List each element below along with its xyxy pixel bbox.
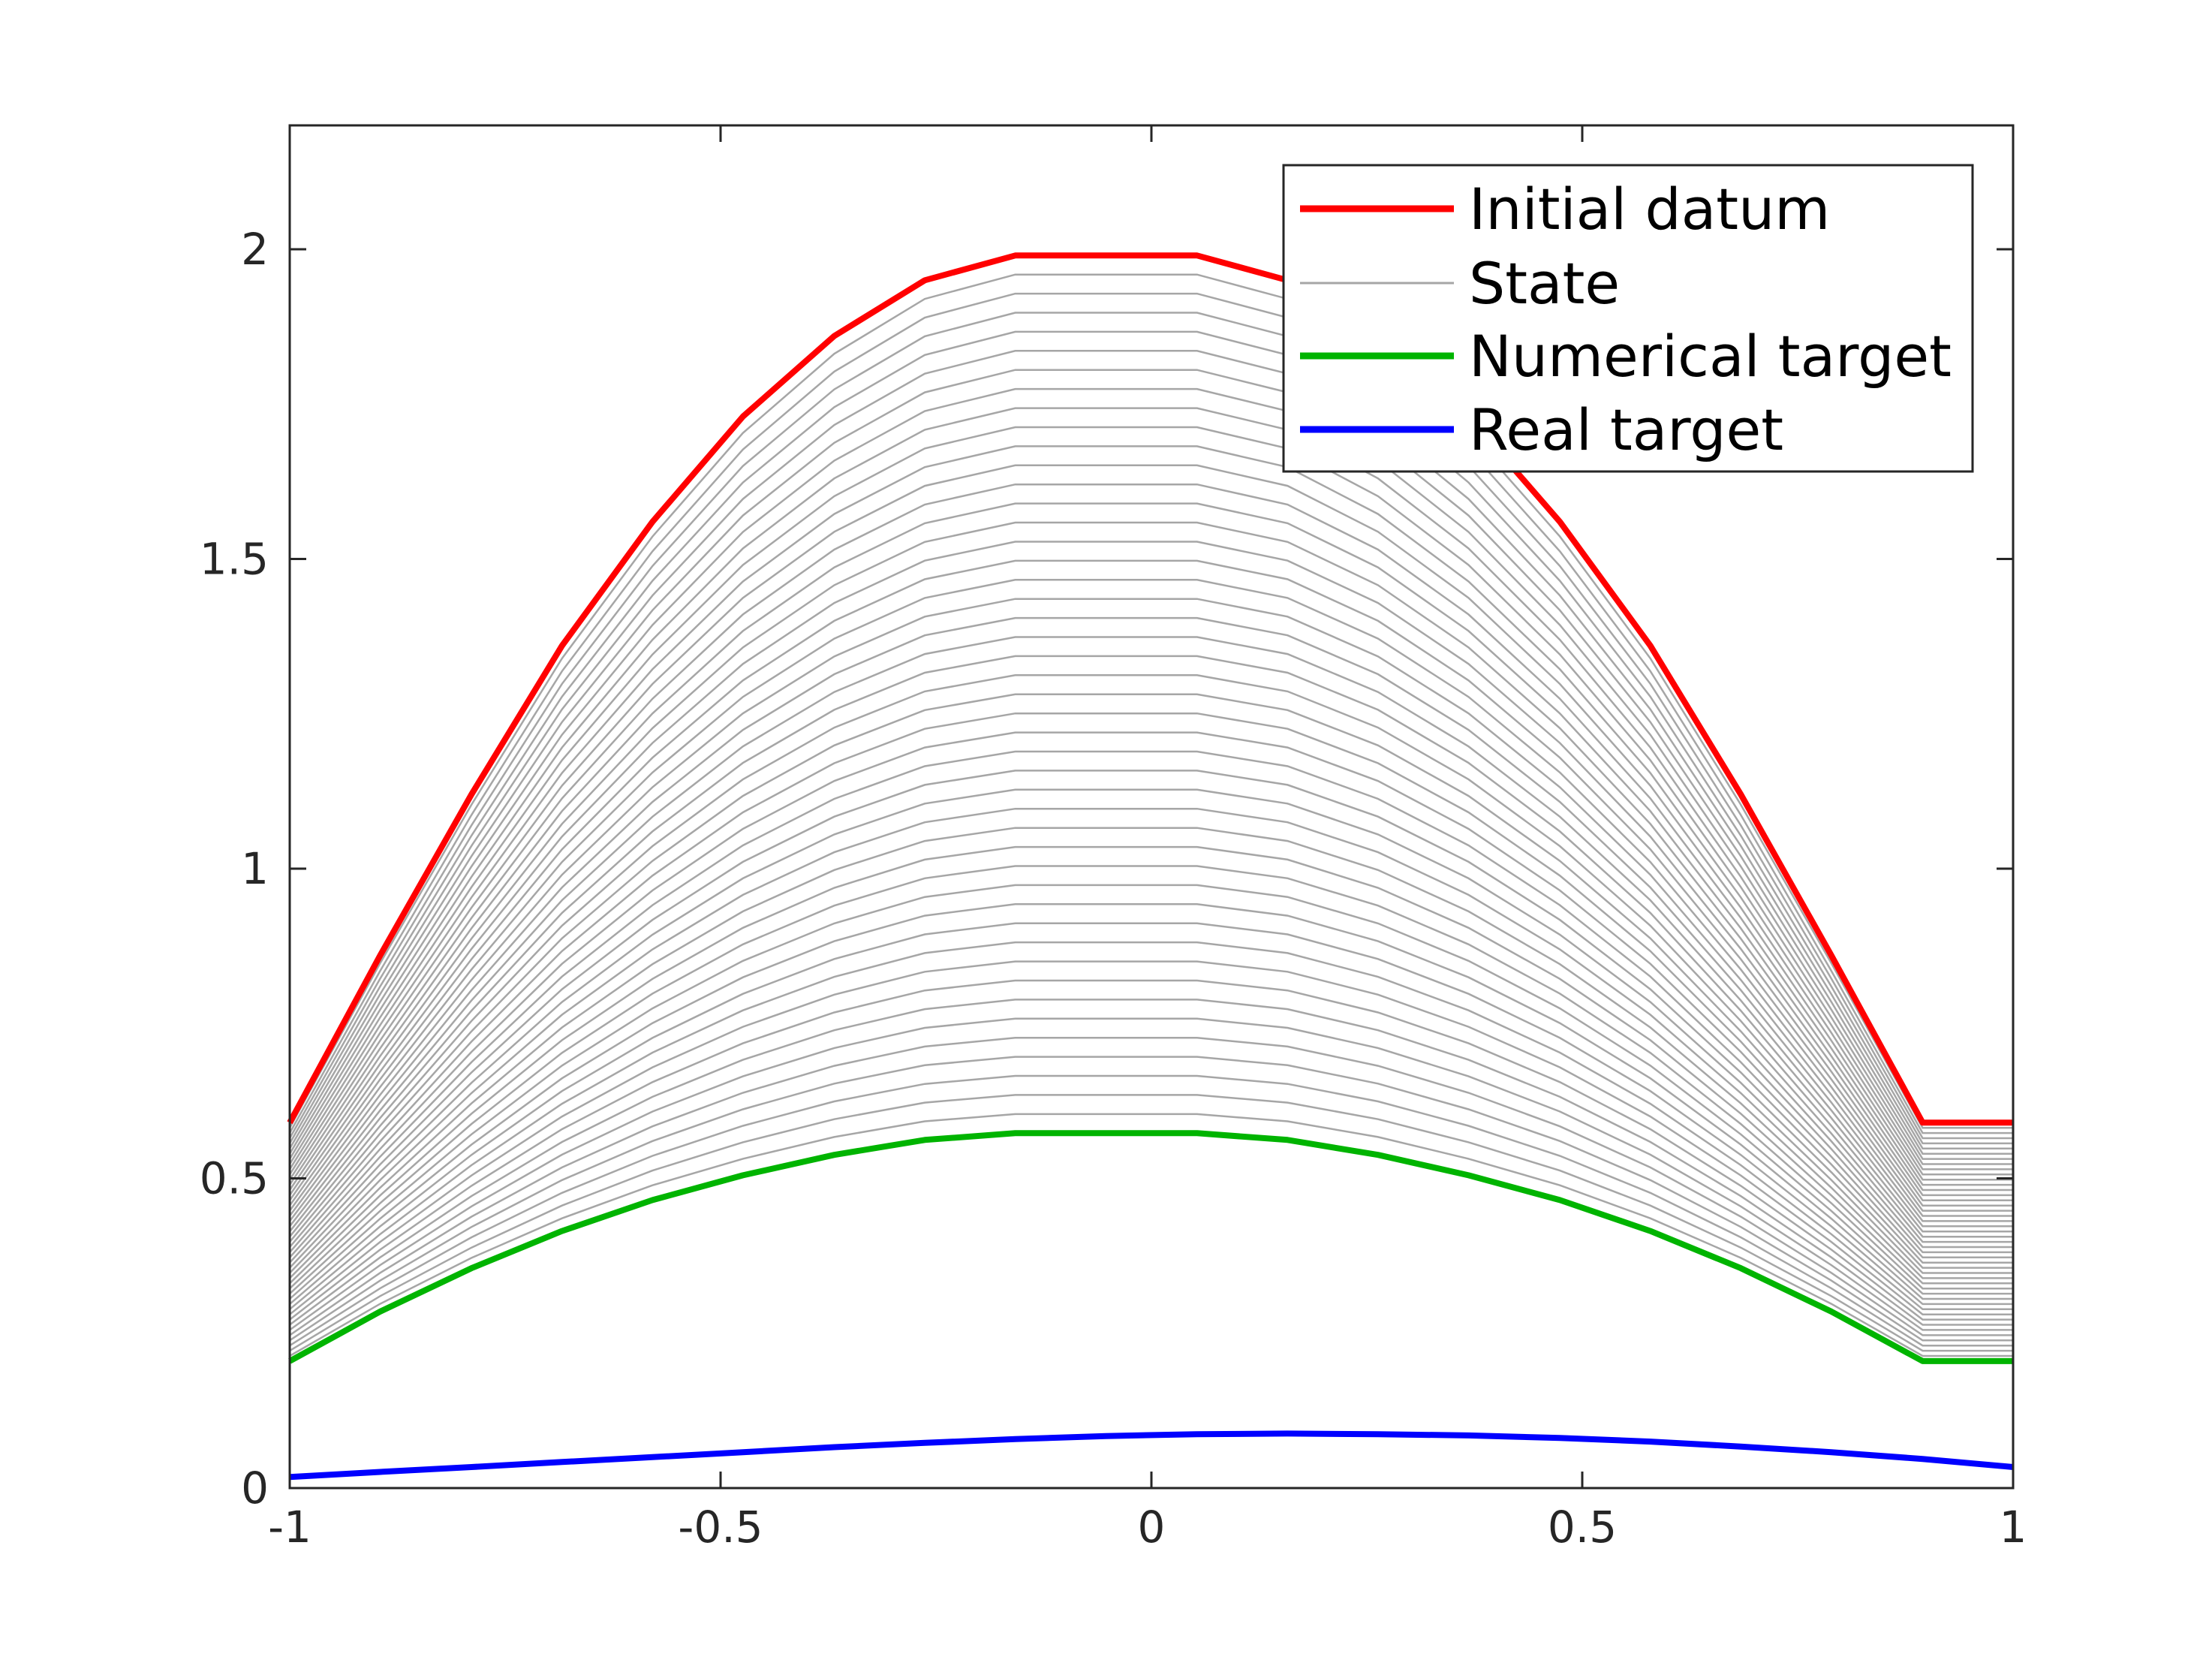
state-line [288,273,2013,1129]
state-line [289,960,2013,1315]
legend-box [1282,164,1974,473]
state-line [289,807,2013,1274]
legend-label-numerical-target: Numerical target [1469,323,1952,390]
state-line [288,312,2013,1140]
state-line [289,865,2013,1290]
state-line [289,731,2013,1254]
x-tick-label: -0.5 [678,1502,763,1553]
state-line [288,464,2013,1181]
legend: Initial datum State Numerical target Rea… [1282,164,1974,473]
state-line [288,407,2013,1165]
y-tick-label: 2 [241,224,269,275]
state-line [288,502,2013,1192]
state-line [289,1017,2013,1331]
state-line [289,770,2013,1264]
state-line [289,788,2013,1269]
state-line [289,1036,2013,1336]
state-line [289,636,2013,1228]
x-tick-label: 1 [2000,1502,2027,1553]
state-line [289,999,2013,1326]
state-line [288,598,2013,1217]
y-tick-label: 0.5 [200,1153,269,1204]
state-line [289,750,2013,1259]
state-line [288,369,2013,1155]
state-line [289,655,2013,1233]
state-line [289,1074,2013,1347]
state-line [288,559,2013,1207]
state-line [289,616,2013,1222]
state-line [289,674,2013,1238]
state-line [289,712,2013,1249]
state-line [288,330,2013,1145]
state-line [288,541,2013,1202]
y-tick-label: 1 [241,843,269,894]
series-lines [287,252,2014,1481]
state-line [288,521,2013,1197]
y-tick-label: 1.5 [200,534,269,585]
x-tick-label: 0 [1138,1502,1166,1553]
state-line [289,903,2013,1300]
state-line [289,1113,2013,1357]
state-line [288,445,2013,1176]
state-line [288,387,2013,1160]
x-tick-label: -1 [268,1502,311,1553]
state-line [289,922,2013,1306]
state-line [289,845,2013,1285]
y-tick-label: 0 [241,1463,269,1514]
state-line [289,1056,2013,1342]
state-line [289,941,2013,1311]
state-line [288,579,2013,1212]
state-line [289,693,2013,1243]
numerical-target-line [288,1130,2013,1364]
legend-label-initial-datum: Initial datum [1469,176,1830,243]
state-line [288,426,2013,1170]
real-target-line [289,1430,2014,1481]
initial-datum-line [287,252,2013,1126]
x-tick-label: 0.5 [1548,1502,1617,1553]
state-lines [288,273,2013,1357]
state-line [289,1094,2013,1352]
axis-ticks [288,125,2015,1490]
legend-label-real-target: Real target [1469,396,1783,463]
state-line [289,827,2013,1279]
state-line [288,292,2013,1134]
state-line [289,884,2013,1295]
axis-tick-labels: -1 -0.5 0 0.5 1 0 0.5 1 1.5 2 [200,224,2027,1553]
state-line [288,350,2013,1150]
state-line [288,483,2013,1186]
legend-label-state: State [1469,250,1620,317]
state-line [289,979,2013,1321]
